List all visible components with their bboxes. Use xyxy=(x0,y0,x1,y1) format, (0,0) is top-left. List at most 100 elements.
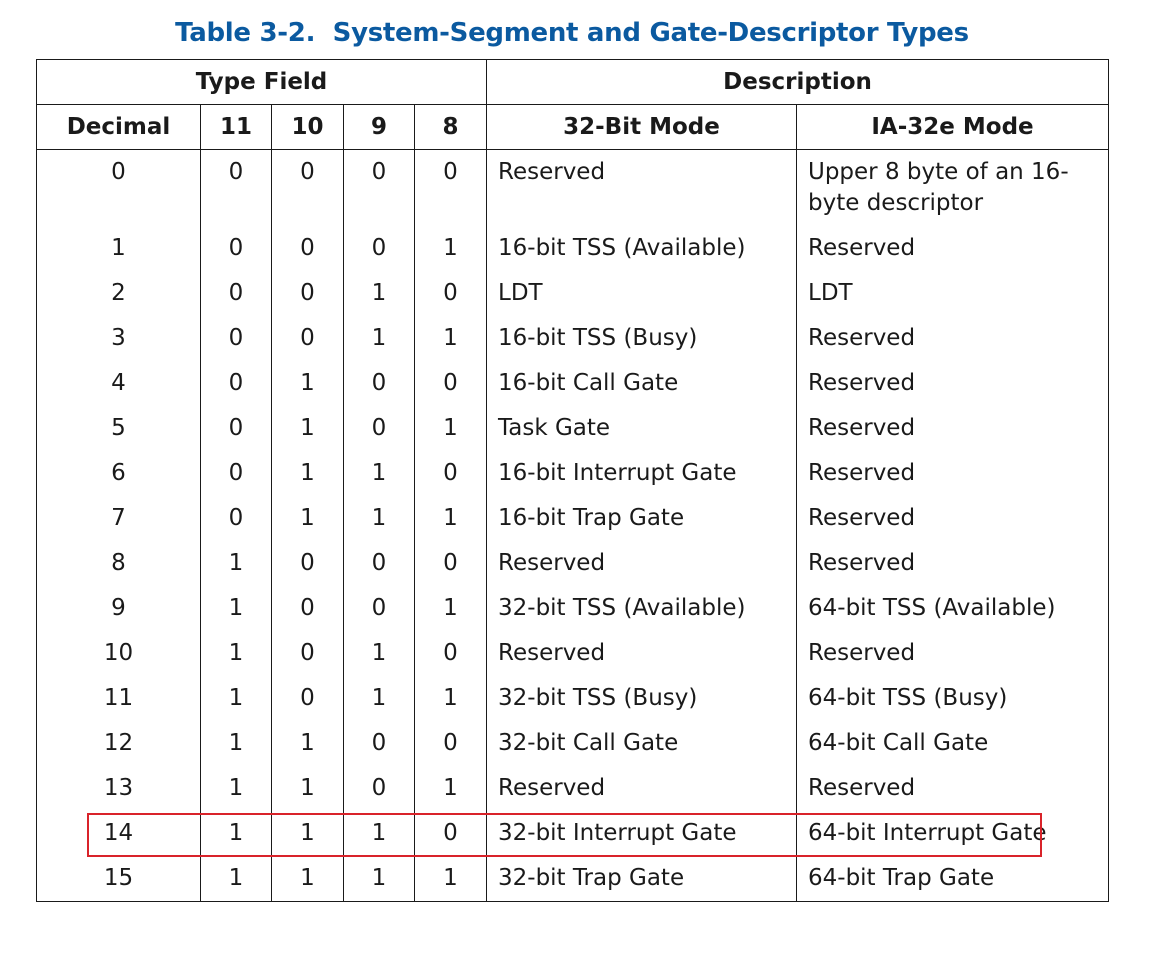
table-row: 9 1 0 0 1 32-bit TSS (Available) 64-bit … xyxy=(36,586,1110,631)
bit8-cell: 1 xyxy=(414,586,487,631)
bit9-cell: 1 xyxy=(343,856,415,902)
bit10-cell: 0 xyxy=(271,271,344,316)
bit9-cell: 0 xyxy=(343,721,415,766)
bit10-cell: 0 xyxy=(271,541,344,586)
bit8-cell: 0 xyxy=(414,361,487,406)
mode32-cell: Task Gate xyxy=(486,406,797,451)
table-row: 11 1 0 1 1 32-bit TSS (Busy) 64-bit TSS … xyxy=(36,676,1110,721)
bit11-cell: 0 xyxy=(200,361,272,406)
mode32-cell: Reserved xyxy=(486,149,797,226)
bit9-cell: 1 xyxy=(343,676,415,721)
bit8-cell: 1 xyxy=(414,856,487,902)
decimal-cell: 4 xyxy=(36,361,201,406)
bit8-cell: 1 xyxy=(414,226,487,271)
mode64-cell: Reserved xyxy=(795,226,1110,271)
mode32-cell: 16-bit TSS (Available) xyxy=(486,226,797,271)
decimal-cell: 12 xyxy=(36,721,201,766)
bit9-cell: 1 xyxy=(343,496,415,541)
bit11-cell: 0 xyxy=(200,406,272,451)
header-row-columns: Decimal 11 10 9 8 32-Bit Mode IA-32e Mod… xyxy=(36,104,1110,150)
bit8-cell: 0 xyxy=(414,271,487,316)
table-row: 1 0 0 0 1 16-bit TSS (Available) Reserve… xyxy=(36,226,1110,271)
mode64-cell: Upper 8 byte of an 16-byte descriptor xyxy=(795,149,1110,226)
mode64-cell: Reserved xyxy=(795,451,1110,496)
mode32-cell: 16-bit Trap Gate xyxy=(486,496,797,541)
table-row: 13 1 1 0 1 Reserved Reserved xyxy=(36,766,1110,811)
mode32-cell: 32-bit TSS (Available) xyxy=(486,586,797,631)
bit11-cell: 1 xyxy=(200,541,272,586)
bit8-cell: 0 xyxy=(414,811,487,856)
bit8-cell: 1 xyxy=(414,766,487,811)
bit11-cell: 0 xyxy=(200,271,272,316)
bit10-header: 10 xyxy=(271,104,344,150)
table-row: 5 0 1 0 1 Task Gate Reserved xyxy=(36,406,1110,451)
mode64-cell: 64-bit Trap Gate xyxy=(795,856,1110,902)
bit9-cell: 0 xyxy=(343,226,415,271)
decimal-cell: 5 xyxy=(36,406,201,451)
bit8-cell: 1 xyxy=(414,496,487,541)
bit9-cell: 1 xyxy=(343,631,415,676)
mode64-cell: Reserved xyxy=(795,541,1110,586)
table-row: 15 1 1 1 1 32-bit Trap Gate 64-bit Trap … xyxy=(36,856,1110,902)
bit10-cell: 1 xyxy=(271,406,344,451)
table-row: 8 1 0 0 0 Reserved Reserved xyxy=(36,541,1110,586)
table-row: 10 1 0 1 0 Reserved Reserved xyxy=(36,631,1110,676)
mode32-header: 32-Bit Mode xyxy=(486,104,797,150)
decimal-cell: 11 xyxy=(36,676,201,721)
mode64-cell: Reserved xyxy=(795,316,1110,361)
mode64-cell: Reserved xyxy=(795,406,1110,451)
decimal-cell: 2 xyxy=(36,271,201,316)
decimal-cell: 14 xyxy=(36,811,201,856)
bit11-cell: 1 xyxy=(200,676,272,721)
bit10-cell: 1 xyxy=(271,721,344,766)
mode64-cell: 64-bit Interrupt Gate xyxy=(795,811,1110,856)
bit10-cell: 1 xyxy=(271,451,344,496)
table-row: 0 0 0 0 0 Reserved Upper 8 byte of an 16… xyxy=(36,149,1110,226)
mode64-cell: Reserved xyxy=(795,496,1110,541)
bit9-cell: 0 xyxy=(343,149,415,226)
decimal-cell: 10 xyxy=(36,631,201,676)
table-row: 2 0 0 1 0 LDT LDT xyxy=(36,271,1110,316)
bit8-cell: 0 xyxy=(414,721,487,766)
mode32-cell: 32-bit TSS (Busy) xyxy=(486,676,797,721)
bit10-cell: 0 xyxy=(271,316,344,361)
bit8-cell: 0 xyxy=(414,149,487,226)
mode32-cell: Reserved xyxy=(486,766,797,811)
bit10-cell: 0 xyxy=(271,226,344,271)
bit11-cell: 1 xyxy=(200,766,272,811)
decimal-cell: 6 xyxy=(36,451,201,496)
descriptor-types-table: Type Field Description Decimal 11 10 9 8… xyxy=(36,59,1110,902)
table-row: 3 0 0 1 1 16-bit TSS (Busy) Reserved xyxy=(36,316,1110,361)
mode32-cell: 16-bit TSS (Busy) xyxy=(486,316,797,361)
decimal-cell: 7 xyxy=(36,496,201,541)
header-row-group: Type Field Description xyxy=(36,59,1110,105)
mode32-cell: 32-bit Call Gate xyxy=(486,721,797,766)
bit8-cell: 1 xyxy=(414,676,487,721)
mode64-cell: 64-bit Call Gate xyxy=(795,721,1110,766)
bit10-cell: 0 xyxy=(271,586,344,631)
bit8-header: 8 xyxy=(414,104,487,150)
bit11-cell: 0 xyxy=(200,496,272,541)
bit9-header: 9 xyxy=(343,104,415,150)
description-header: Description xyxy=(485,59,1110,105)
decimal-cell: 9 xyxy=(36,586,201,631)
type-field-header: Type Field xyxy=(36,59,487,105)
bit11-cell: 1 xyxy=(200,811,272,856)
bit10-cell: 1 xyxy=(271,361,344,406)
mode32-cell: 16-bit Call Gate xyxy=(486,361,797,406)
mode64-cell: Reserved xyxy=(795,766,1110,811)
decimal-header: Decimal xyxy=(36,104,201,150)
bit10-cell: 0 xyxy=(271,149,344,226)
bit11-cell: 1 xyxy=(200,631,272,676)
bit10-cell: 0 xyxy=(271,676,344,721)
decimal-cell: 13 xyxy=(36,766,201,811)
table-row: 7 0 1 1 1 16-bit Trap Gate Reserved xyxy=(36,496,1110,541)
mode32-cell: LDT xyxy=(486,271,797,316)
table-row: 6 0 1 1 0 16-bit Interrupt Gate Reserved xyxy=(36,451,1110,496)
bit9-cell: 1 xyxy=(343,451,415,496)
bit8-cell: 0 xyxy=(414,631,487,676)
table-caption: Table 3-2. System-Segment and Gate-Descr… xyxy=(175,18,969,48)
bit10-cell: 1 xyxy=(271,766,344,811)
table-row: 4 0 1 0 0 16-bit Call Gate Reserved xyxy=(36,361,1110,406)
bit9-cell: 0 xyxy=(343,361,415,406)
